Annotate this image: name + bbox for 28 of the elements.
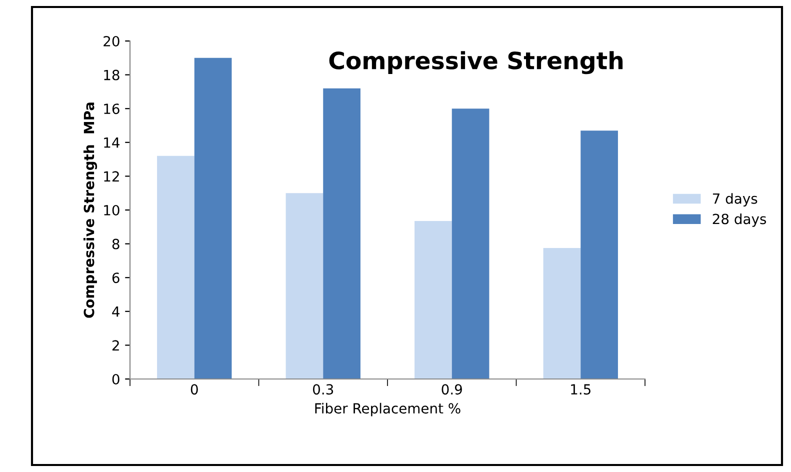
x-tick-label: 0 — [190, 384, 198, 395]
y-tick-label: 10 — [104, 204, 120, 216]
legend-label: 28 days — [712, 213, 766, 227]
y-tick-label: 4 — [112, 306, 120, 317]
chart-title: Compressive Strength — [329, 51, 623, 74]
bar — [580, 130, 618, 379]
y-tick-label: 18 — [104, 70, 120, 80]
x-tick-label: 1.5 — [571, 384, 590, 395]
bar — [157, 156, 194, 379]
y-axis-title: Compressive Strength MPa — [84, 102, 98, 318]
y-tick-label: 8 — [112, 238, 120, 250]
y-tick-label: 0 — [112, 374, 120, 384]
x-tick-label: 0.9 — [442, 384, 462, 395]
bar — [323, 88, 360, 379]
y-tick-label: 12 — [104, 171, 119, 182]
bar — [452, 108, 490, 379]
bar — [543, 248, 581, 379]
y-tick-label: 20 — [104, 36, 120, 46]
x-tick-label: 0.3 — [312, 384, 334, 395]
x-axis-title: Fiber Replacement % — [315, 402, 460, 416]
bar — [414, 220, 452, 379]
y-tick-label: 2 — [112, 340, 119, 350]
bar — [286, 193, 324, 379]
bar — [194, 58, 232, 379]
y-tick-label: 16 — [104, 104, 120, 114]
legend-label: 7 days — [712, 193, 758, 207]
y-tick-label: 6 — [112, 272, 120, 284]
y-tick-label: 14 — [104, 138, 120, 148]
